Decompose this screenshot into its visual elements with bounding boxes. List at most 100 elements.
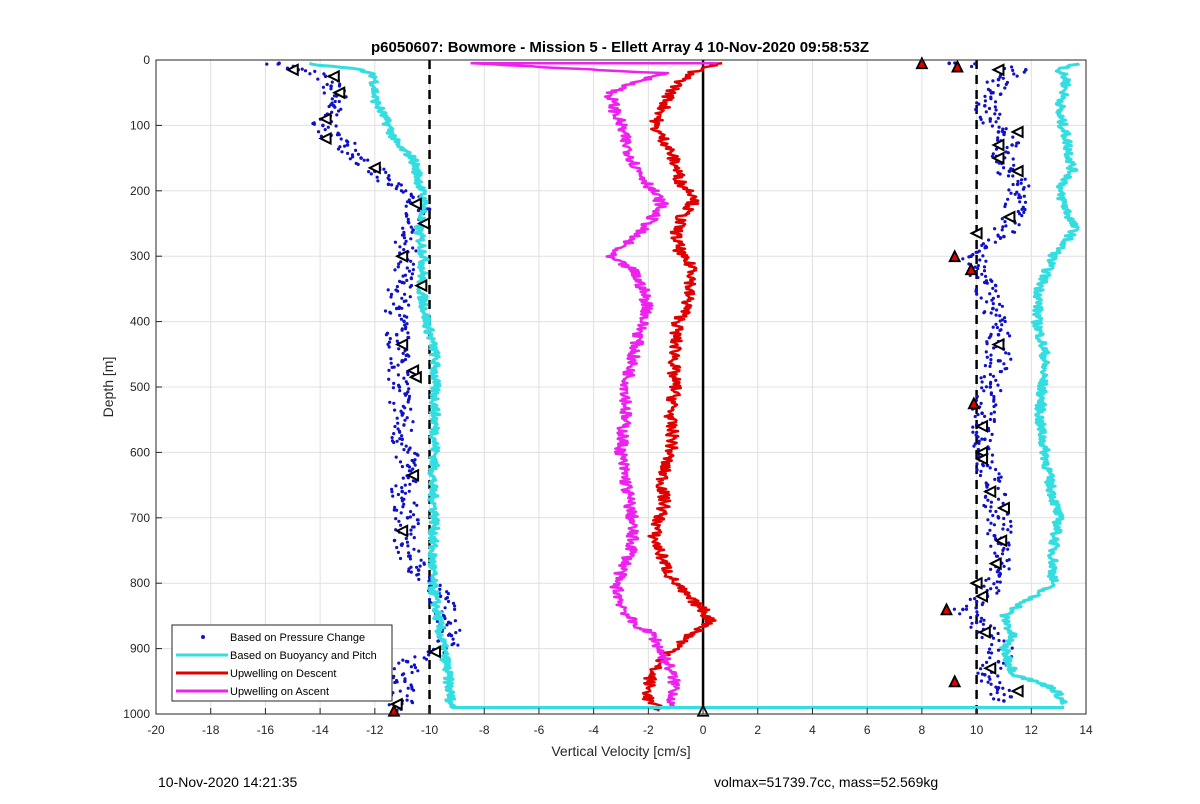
pressure-change-point [403, 491, 407, 495]
pressure-change-point [438, 587, 442, 591]
pressure-change-point [994, 147, 999, 151]
pressure-change-point [392, 667, 396, 671]
pressure-change-point [390, 490, 394, 494]
pressure-change-point [404, 239, 408, 243]
pressure-change-point [991, 306, 995, 311]
pressure-change-point [992, 395, 996, 399]
pressure-change-point [1018, 212, 1022, 216]
pressure-change-point [409, 259, 413, 263]
legend-label: Upwelling on Ascent [230, 686, 329, 698]
pressure-change-point [993, 227, 997, 231]
pressure-change-point [998, 236, 1003, 240]
pressure-change-point [383, 309, 388, 313]
x-tick-label: 4 [809, 723, 816, 737]
pressure-change-point [400, 465, 404, 469]
pressure-change-point [999, 475, 1003, 479]
pressure-change-point [1023, 200, 1028, 204]
pressure-change-point [337, 84, 341, 88]
pressure-change-point [997, 125, 1001, 129]
pressure-change-point [970, 621, 974, 625]
pressure-change-point [1000, 217, 1004, 221]
pressure-change-point [404, 353, 408, 358]
pressure-change-point [338, 145, 342, 149]
pressure-change-point [981, 254, 985, 258]
pressure-change-point [989, 311, 993, 315]
pressure-change-point [403, 273, 408, 277]
pressure-change-point [989, 500, 994, 504]
pressure-change-point [413, 463, 417, 467]
pressure-change-point [265, 62, 269, 66]
pressure-change-point [400, 306, 404, 310]
pressure-change-point [411, 420, 415, 424]
pressure-change-point [403, 242, 407, 246]
pressure-change-point [1001, 548, 1005, 553]
profile-line [308, 61, 457, 709]
pressure-change-point [312, 122, 316, 126]
y-tick-label: 600 [130, 445, 150, 459]
pressure-change-point [993, 534, 997, 538]
pressure-change-point [1015, 141, 1019, 145]
left-triangle-marker [1010, 125, 1024, 139]
pressure-change-point [406, 372, 410, 377]
pressure-change-point [400, 411, 405, 416]
left-triangle-marker [405, 468, 420, 482]
pressure-change-point [989, 353, 993, 357]
pressure-change-point [975, 394, 979, 399]
pressure-change-point [416, 522, 420, 526]
pressure-change-point [993, 100, 998, 104]
y-tick-label: 100 [130, 118, 150, 132]
pressure-change-point [398, 245, 402, 249]
pressure-change-point [424, 657, 429, 661]
pressure-change-point [996, 359, 1001, 363]
pressure-change-point [404, 393, 408, 397]
pressure-change-point [999, 92, 1003, 96]
pressure-change-point [996, 130, 1001, 134]
pressure-change-point [998, 172, 1002, 176]
left-triangle-marker [969, 576, 983, 590]
pressure-change-point [1008, 334, 1012, 338]
pressure-change-point [1002, 693, 1006, 697]
pressure-change-point [1006, 174, 1011, 178]
pressure-change-point [976, 413, 980, 417]
pressure-change-point [973, 62, 977, 66]
pressure-change-point [406, 544, 410, 548]
pressure-change-point [401, 505, 405, 509]
pressure-change-point [1006, 331, 1010, 335]
pressure-change-point [1003, 202, 1008, 206]
pressure-change-point [991, 286, 995, 290]
pressure-change-point [969, 615, 973, 620]
pressure-change-point [971, 425, 975, 429]
pressure-change-point [982, 265, 987, 269]
pressure-change-point [993, 112, 997, 116]
pressure-change-point [392, 302, 396, 306]
pressure-change-point [398, 689, 402, 693]
pressure-change-point [417, 577, 421, 582]
up-triangle-marker [915, 56, 929, 70]
pressure-change-point [334, 124, 338, 128]
pressure-change-point [1023, 177, 1027, 181]
pressure-change-point [330, 97, 334, 101]
pressure-change-point [1020, 214, 1024, 218]
pressure-change-point [403, 483, 407, 487]
left-triangle-marker [427, 645, 441, 659]
pressure-change-point [395, 416, 399, 420]
pressure-change-point [408, 557, 412, 561]
pressure-change-point [1011, 182, 1015, 187]
left-triangle-marker [996, 501, 1010, 515]
pressure-change-point [414, 249, 418, 253]
pressure-change-point [413, 655, 417, 659]
pressure-change-point [403, 327, 408, 331]
pressure-change-point [988, 438, 992, 443]
pressure-change-point [964, 607, 969, 611]
pressure-change-point [992, 419, 997, 423]
pressure-change-point [406, 217, 410, 221]
pressure-change-point [411, 467, 415, 471]
pressure-change-point [988, 364, 992, 368]
pressure-change-point [970, 64, 974, 69]
left-triangle-marker [405, 364, 420, 378]
pressure-change-point [387, 703, 391, 707]
pressure-change-point [399, 317, 403, 321]
pressure-change-point [983, 414, 987, 418]
y-axis-label: Depth [m] [100, 357, 116, 418]
pressure-change-point [1009, 191, 1013, 195]
